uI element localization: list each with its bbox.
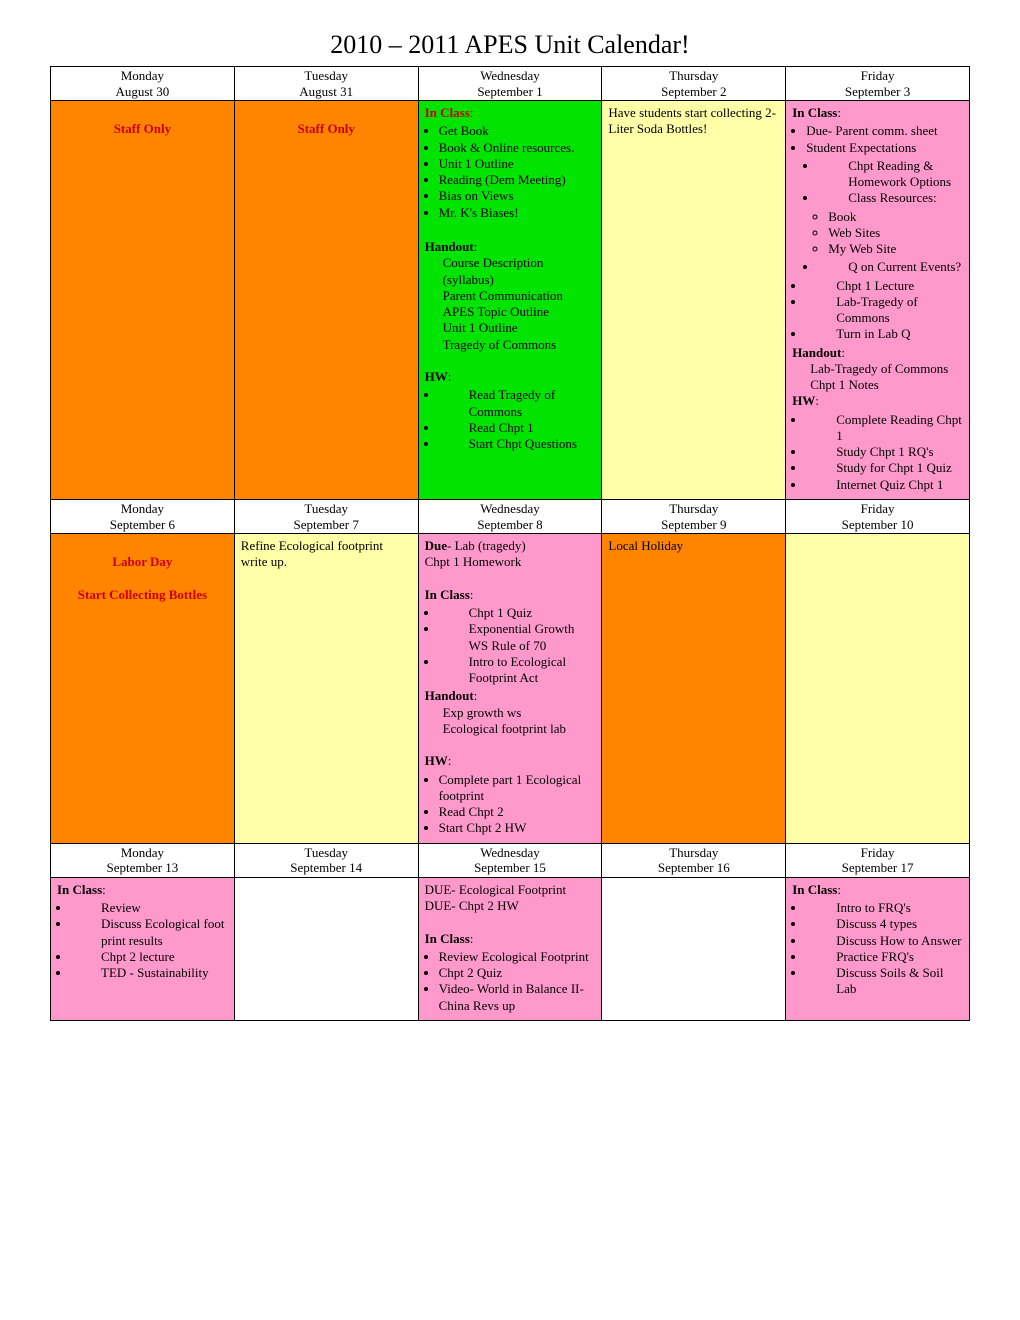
cell-thu — [602, 877, 786, 1020]
cell-mon: Labor Day Start Collecting Bottles — [51, 534, 235, 844]
cell-thu: Have students start collecting 2- Liter … — [602, 101, 786, 500]
cell-tue — [234, 877, 418, 1020]
cell-tue: Staff Only — [234, 101, 418, 500]
table-row: Staff Only Staff Only In Class: Get Book… — [51, 101, 970, 500]
cell-mon: Staff Only — [51, 101, 235, 500]
table-row: MondaySeptember 13 TuesdaySeptember 14 W… — [51, 843, 970, 877]
cell-wed: DUE- Ecological Footprint DUE- Chpt 2 HW… — [418, 877, 602, 1020]
cell-mon: In Class: Review Discuss Ecological foot… — [51, 877, 235, 1020]
cell-tue: Refine Ecological footprint write up. — [234, 534, 418, 844]
table-row: Monday August 30 TuesdayAugust 31 Wednes… — [51, 67, 970, 101]
cell-thu: Local Holiday — [602, 534, 786, 844]
calendar-table: Monday August 30 TuesdayAugust 31 Wednes… — [50, 66, 970, 1021]
cell-wed: Due- Lab (tragedy) Chpt 1 Homework In Cl… — [418, 534, 602, 844]
table-row: In Class: Review Discuss Ecological foot… — [51, 877, 970, 1020]
cell-fri: In Class: Intro to FRQ's Discuss 4 types… — [786, 877, 970, 1020]
table-row: Labor Day Start Collecting Bottles Refin… — [51, 534, 970, 844]
cell-fri — [786, 534, 970, 844]
cell-fri: In Class: Due- Parent comm. sheet Studen… — [786, 101, 970, 500]
table-row: MondaySeptember 6 TuesdaySeptember 7 Wed… — [51, 499, 970, 533]
cell-wed: In Class: Get Book Book & Online resourc… — [418, 101, 602, 500]
page-title: 2010 – 2011 APES Unit Calendar! — [50, 30, 970, 60]
day-header: Monday August 30 — [51, 67, 235, 101]
